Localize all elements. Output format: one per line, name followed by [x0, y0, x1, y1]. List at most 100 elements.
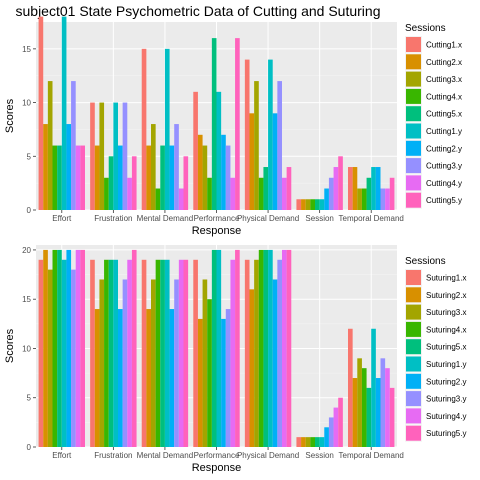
bar: [108, 156, 114, 210]
legend-label: Cutting5.x: [426, 110, 462, 119]
bar: [207, 299, 212, 447]
legend-swatch: [406, 270, 421, 285]
bar: [315, 437, 320, 447]
bar: [146, 145, 152, 210]
bar: [244, 59, 250, 210]
bar: [375, 167, 381, 210]
legend-label: Suturing2.x: [426, 291, 466, 300]
bar: [160, 145, 165, 210]
legend-swatch: [406, 391, 421, 407]
x-tick-label: Physical Demand: [237, 214, 299, 223]
bar: [249, 289, 255, 447]
bar: [57, 145, 62, 210]
bar: [113, 259, 118, 447]
y-axis-title: Scores: [4, 328, 16, 363]
bar: [319, 437, 325, 447]
legend-swatch: [406, 321, 421, 337]
legend-swatch: [406, 175, 421, 191]
bar: [254, 81, 259, 210]
legend-swatch: [406, 408, 421, 424]
bar: [61, 259, 67, 447]
bar: [249, 113, 255, 210]
bar: [80, 249, 85, 447]
bar: [263, 249, 269, 447]
bar: [66, 249, 72, 447]
bar: [315, 199, 320, 210]
bar: [385, 368, 390, 447]
bar: [389, 387, 395, 447]
x-tick-label: Temporal Demand: [339, 214, 404, 223]
legend-label: Cutting1.x: [426, 41, 462, 50]
bar: [164, 48, 170, 210]
bar: [328, 177, 334, 210]
bar: [352, 378, 358, 447]
bar: [207, 177, 212, 210]
bar: [277, 259, 282, 447]
x-tick-label: Effort: [52, 451, 72, 460]
bar: [333, 407, 339, 447]
bar: [183, 259, 189, 447]
bar: [155, 188, 161, 210]
bar: [366, 177, 372, 210]
bar: [272, 279, 278, 447]
legend-label: Suturing3.y: [426, 395, 466, 404]
legend-label: Suturing3.x: [426, 308, 466, 317]
legend-label: Suturing5.y: [426, 429, 466, 438]
bar: [281, 249, 287, 447]
y-tick-label: 5: [27, 152, 32, 161]
x-tick-label: Effort: [52, 214, 72, 223]
bar: [71, 81, 76, 210]
legend-label: Suturing1.x: [426, 274, 466, 283]
legend-swatch: [406, 339, 421, 355]
x-tick-label: Performance: [194, 214, 240, 223]
bar: [178, 188, 184, 210]
bar: [296, 437, 302, 447]
bar: [94, 145, 100, 210]
bar: [225, 309, 231, 447]
bar: [52, 145, 58, 210]
bar: [202, 279, 208, 447]
x-tick-label: Mental Demand: [137, 451, 193, 460]
bar: [90, 102, 95, 210]
bar: [221, 318, 226, 447]
bar: [319, 199, 325, 210]
x-tick-label: Temporal Demand: [339, 451, 404, 460]
legend-swatch: [406, 140, 421, 156]
bar: [193, 259, 198, 447]
legend-label: Cutting5.y: [426, 196, 462, 205]
suturing-chart: 0 5 10 15 20 Effort Frustration Mental Demand Pe…: [4, 245, 466, 474]
bar: [301, 437, 306, 447]
bar: [57, 249, 62, 447]
bar: [113, 102, 118, 210]
bar: [258, 177, 264, 210]
bar: [357, 358, 362, 447]
bar: [61, 16, 67, 210]
bar: [385, 188, 390, 210]
bar: [301, 199, 306, 210]
legend-label: Cutting1.y: [426, 127, 462, 136]
bar: [380, 358, 386, 447]
bar: [361, 188, 367, 210]
bar: [164, 259, 170, 447]
legend-label: Suturing4.y: [426, 412, 466, 421]
bar: [254, 259, 259, 447]
bar: [375, 378, 381, 447]
legend-label: Cutting3.x: [426, 75, 462, 84]
y-tick-label: 0: [27, 206, 32, 215]
x-tick-label: Performance: [194, 451, 240, 460]
x-tick-label: Physical Demand: [237, 451, 299, 460]
legend-label: Cutting2.y: [426, 144, 462, 153]
legend-swatch: [406, 88, 421, 104]
bar: [277, 81, 282, 210]
bar: [258, 249, 264, 447]
bar: [305, 199, 311, 210]
bar: [183, 156, 189, 210]
bar: [310, 199, 316, 210]
legend-swatch: [406, 158, 421, 174]
bar: [122, 102, 128, 210]
legend-label: Cutting2.x: [426, 58, 462, 67]
bar: [151, 279, 156, 447]
legend-swatch: [406, 71, 421, 87]
bar: [286, 249, 292, 447]
bar: [75, 145, 81, 210]
